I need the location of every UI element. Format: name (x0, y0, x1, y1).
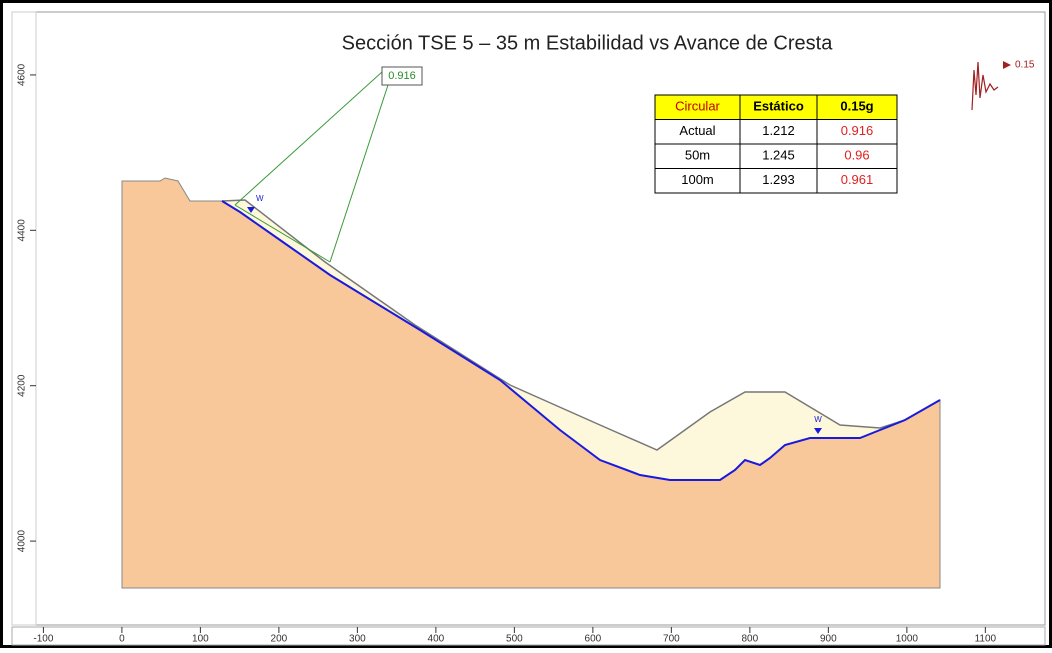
slide-mass (222, 200, 940, 480)
callout-label: 0.916 (388, 70, 416, 82)
seismic-label: 0.15 (1015, 60, 1035, 71)
surface (221, 199, 941, 451)
table-cell (816, 143, 898, 169)
table-value: 0.961 (841, 172, 874, 187)
x-tick-label: 0 (119, 634, 125, 645)
table-cell (654, 168, 741, 194)
seismic-icon (971, 61, 999, 111)
callout-box (381, 66, 423, 86)
table-header: Circular (675, 99, 720, 114)
table-value: 1.245 (762, 148, 795, 163)
table-header: Estático (753, 99, 804, 114)
table-value: 1.212 (762, 123, 795, 138)
x-tick-label: -100 (33, 634, 53, 645)
water-marker (814, 428, 822, 434)
table-value: 0.916 (841, 123, 874, 138)
x-tick-label: 800 (742, 634, 759, 645)
table-cell (739, 168, 818, 194)
y-axis-strip (11, 11, 37, 626)
x-tick-label: 400 (428, 634, 445, 645)
x-tick-label: 700 (663, 634, 680, 645)
table-value: 0.96 (844, 148, 869, 163)
water-label: W (814, 415, 822, 424)
callout-line (329, 84, 389, 263)
table-cell (739, 94, 818, 120)
chart-title: Sección TSE 5 – 35 m Estabilidad vs Avan… (342, 32, 834, 54)
seismic-arrow (1003, 61, 1011, 69)
table-header: 0.15g (840, 99, 873, 114)
table-cell (816, 168, 898, 194)
table-value: 100m (681, 172, 714, 187)
table-value: Actual (679, 123, 715, 138)
water-marker (247, 207, 255, 213)
results-table: Circular Estático 0.15g Actual 1.212 0.916 50m… (654, 94, 898, 194)
x-axis-strip (11, 626, 1046, 646)
x-tick-label: 200 (271, 634, 288, 645)
table-cell (654, 94, 741, 120)
table-cell (739, 119, 818, 145)
x-tick-label: 1100 (975, 634, 997, 645)
table-cell (816, 94, 898, 120)
y-tick-label: 4000 (17, 530, 28, 553)
y-tick-label: 4400 (17, 219, 28, 242)
water-label: W (256, 194, 264, 203)
x-tick-label: 500 (506, 634, 523, 645)
x-tick-label: 900 (820, 634, 837, 645)
y-tick-label: 4200 (17, 374, 28, 397)
table-value: 50m (685, 148, 710, 163)
x-tick-label: 300 (349, 634, 366, 645)
callout-line (234, 204, 331, 263)
y-tick-label: 4600 (17, 63, 28, 86)
callout-line (234, 71, 383, 206)
x-tick-label: 100 (192, 634, 209, 645)
table-cell (816, 119, 898, 145)
table-value: 1.293 (762, 172, 795, 187)
x-tick-label: 1000 (896, 634, 919, 645)
x-tick-label: 600 (585, 634, 602, 645)
water-table (221, 200, 941, 481)
